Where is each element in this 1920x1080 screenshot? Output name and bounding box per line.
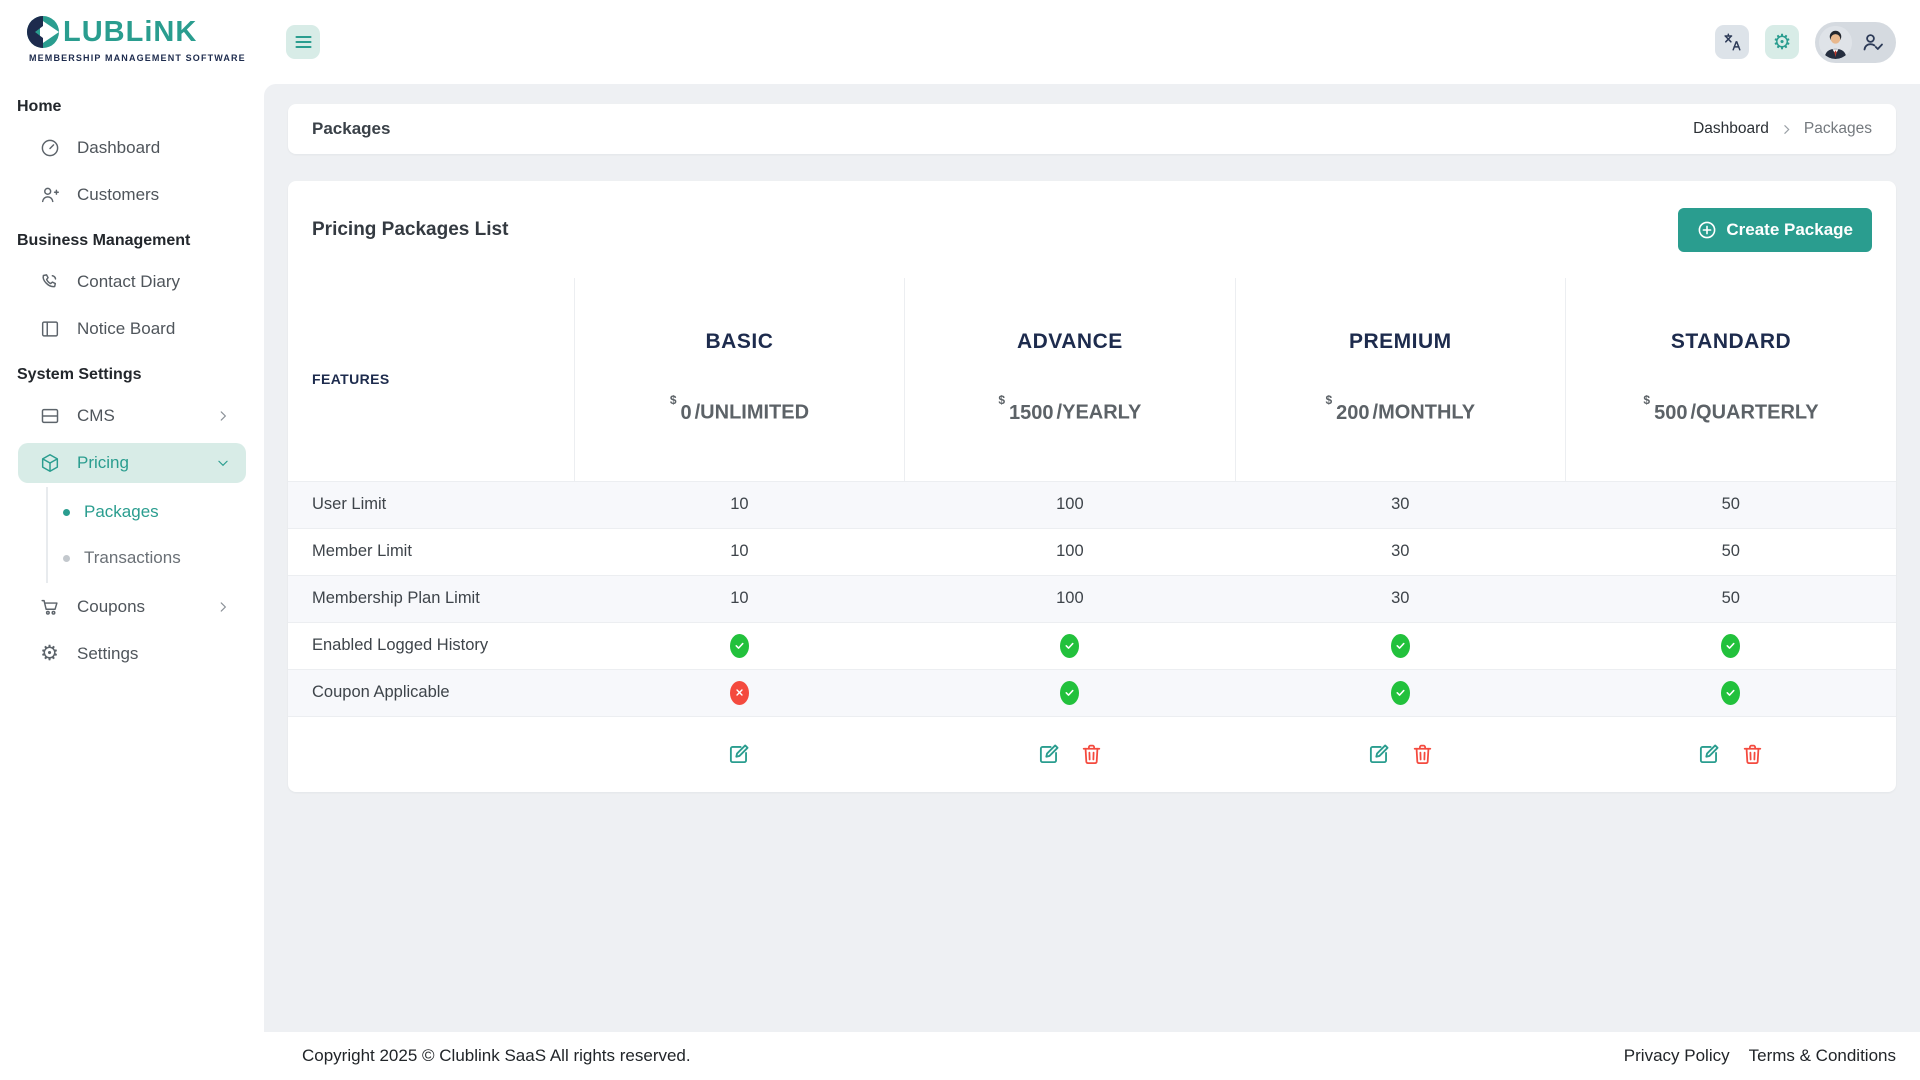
edit-package-button[interactable]: [1696, 741, 1722, 767]
check-circle-icon: [1390, 680, 1410, 705]
page-title: Packages: [312, 119, 391, 138]
sidebar: LUBLiNK MEMBERSHIP MANAGEMENT SOFTWARE H…: [0, 0, 264, 1080]
plan-header-basic: BASIC $0/UNLIMITED: [573, 278, 905, 481]
plan-price: $200/MONTHLY: [1325, 393, 1476, 424]
privacy-policy-link[interactable]: Privacy Policy: [1623, 1046, 1730, 1065]
sidebar-item-cms[interactable]: CMS: [0, 392, 264, 439]
delete-package-button[interactable]: [1079, 742, 1104, 767]
delete-package-button[interactable]: [1740, 742, 1765, 767]
terms-conditions-link[interactable]: Terms & Conditions: [1748, 1046, 1896, 1065]
gear-icon: ⚙: [1772, 29, 1792, 54]
topbar: ⚙: [264, 0, 1920, 84]
pricing-submenu: Packages Transactions: [46, 487, 264, 583]
brand-logo[interactable]: LUBLiNK MEMBERSHIP MANAGEMENT SOFTWARE: [0, 0, 264, 84]
check-circle-icon: [1390, 633, 1410, 658]
table-row-actions: [288, 715, 1896, 792]
settings-button[interactable]: ⚙: [1765, 25, 1799, 59]
footer: Copyright 2025 © Clublink SaaS All right…: [264, 1032, 1920, 1080]
table-row-membership-plan-limit: Membership Plan Limit 10 100 30 50: [288, 574, 1896, 622]
gear-icon: ⚙: [40, 641, 59, 665]
sidebar-item-dashboard[interactable]: Dashboard: [0, 124, 264, 171]
check-circle-icon: [1060, 680, 1080, 705]
breadcrumb-chevron-icon: [1780, 123, 1793, 136]
pricing-table: FEATURES BASIC $0/UNLIMITED ADVANCE $150…: [288, 278, 1896, 792]
edit-package-button[interactable]: [726, 741, 752, 767]
delete-package-button[interactable]: [1410, 742, 1435, 767]
plan-header-row: FEATURES BASIC $0/UNLIMITED ADVANCE $150…: [288, 278, 1896, 481]
brand-tagline: MEMBERSHIP MANAGEMENT SOFTWARE: [29, 53, 246, 63]
sidebar-item-settings[interactable]: ⚙ Settings: [0, 630, 264, 677]
cart-icon: [38, 596, 61, 618]
plan-header-premium: PREMIUM $200/MONTHLY: [1234, 278, 1566, 481]
page-header-card: Packages Dashboard Packages: [288, 104, 1896, 154]
board-icon: [38, 318, 61, 340]
package-icon: [38, 452, 61, 474]
content-area: Packages Dashboard Packages Pricing Pack…: [264, 84, 1920, 1032]
table-row-coupon-applicable: Coupon Applicable: [288, 668, 1896, 716]
breadcrumb: Dashboard Packages: [1693, 120, 1872, 138]
main-area: ⚙: [264, 0, 1920, 1080]
sidebar-nav: Home Dashboard Customers: [0, 84, 264, 677]
sidebar-subitem-transactions[interactable]: Transactions: [48, 535, 264, 581]
check-circle-icon: [729, 633, 749, 658]
translate-icon: [1721, 31, 1743, 53]
sidebar-item-coupons[interactable]: Coupons: [0, 583, 264, 630]
phone-icon: [38, 271, 61, 293]
copyright-text: Copyright 2025 © Clublink SaaS All right…: [302, 1046, 691, 1065]
profile-menu[interactable]: [1815, 21, 1896, 63]
brand-mark-icon: [26, 15, 60, 49]
breadcrumb-packages: Packages: [1803, 120, 1872, 137]
bullet-icon: [63, 554, 70, 562]
person-plus-icon: [38, 184, 61, 206]
sidebar-toggle-button[interactable]: [286, 25, 320, 59]
check-circle-icon: [1060, 633, 1080, 658]
person-check-icon: [1861, 30, 1885, 54]
check-circle-icon: [1721, 680, 1741, 705]
plan-price: $0/UNLIMITED: [669, 393, 810, 424]
sidebar-item-pricing[interactable]: Pricing: [18, 443, 246, 483]
chevron-down-icon: [216, 456, 230, 470]
avatar: [1819, 25, 1852, 59]
plan-price: $500/QUARTERLY: [1643, 393, 1819, 424]
window-icon: [38, 405, 61, 427]
edit-package-button[interactable]: [1036, 741, 1062, 767]
table-row-user-limit: User Limit 10 100 30 50: [288, 480, 1896, 528]
table-row-member-limit: Member Limit 10 100 30 50: [288, 527, 1896, 575]
chevron-right-icon: [216, 600, 230, 614]
plan-header-advance: ADVANCE $1500/YEARLY: [904, 278, 1236, 481]
speedometer-icon: [38, 137, 61, 159]
language-button[interactable]: [1715, 25, 1749, 59]
sidebar-item-notice-board[interactable]: Notice Board: [0, 305, 264, 352]
sidebar-item-customers[interactable]: Customers: [0, 171, 264, 218]
nav-section-business: Business Management: [17, 232, 191, 249]
nav-section-home: Home: [17, 98, 62, 115]
sidebar-subitem-packages[interactable]: Packages: [48, 489, 264, 535]
x-circle-icon: [729, 680, 749, 705]
nav-section-system: System Settings: [17, 366, 142, 383]
plus-circle-icon: [1697, 220, 1717, 240]
edit-package-button[interactable]: [1366, 741, 1392, 767]
brand-name: LUBLiNK: [63, 15, 198, 48]
table-row-enabled-logged-history: Enabled Logged History: [288, 621, 1896, 669]
plan-price: $1500/YEARLY: [998, 393, 1142, 424]
chevron-right-icon: [216, 409, 230, 423]
pricing-packages-card: Pricing Packages List Create Package: [288, 181, 1896, 792]
create-package-button[interactable]: Create Package: [1678, 207, 1872, 252]
hamburger-icon: [294, 35, 312, 49]
check-circle-icon: [1721, 633, 1741, 658]
card-header: Pricing Packages List Create Package: [288, 181, 1896, 278]
features-header: FEATURES: [312, 371, 390, 388]
sidebar-item-contact-diary[interactable]: Contact Diary: [0, 258, 264, 305]
bullet-icon: [63, 508, 70, 516]
plan-header-standard: STANDARD $500/QUARTERLY: [1565, 278, 1896, 481]
card-title: Pricing Packages List: [312, 218, 509, 240]
breadcrumb-dashboard[interactable]: Dashboard: [1693, 120, 1769, 137]
